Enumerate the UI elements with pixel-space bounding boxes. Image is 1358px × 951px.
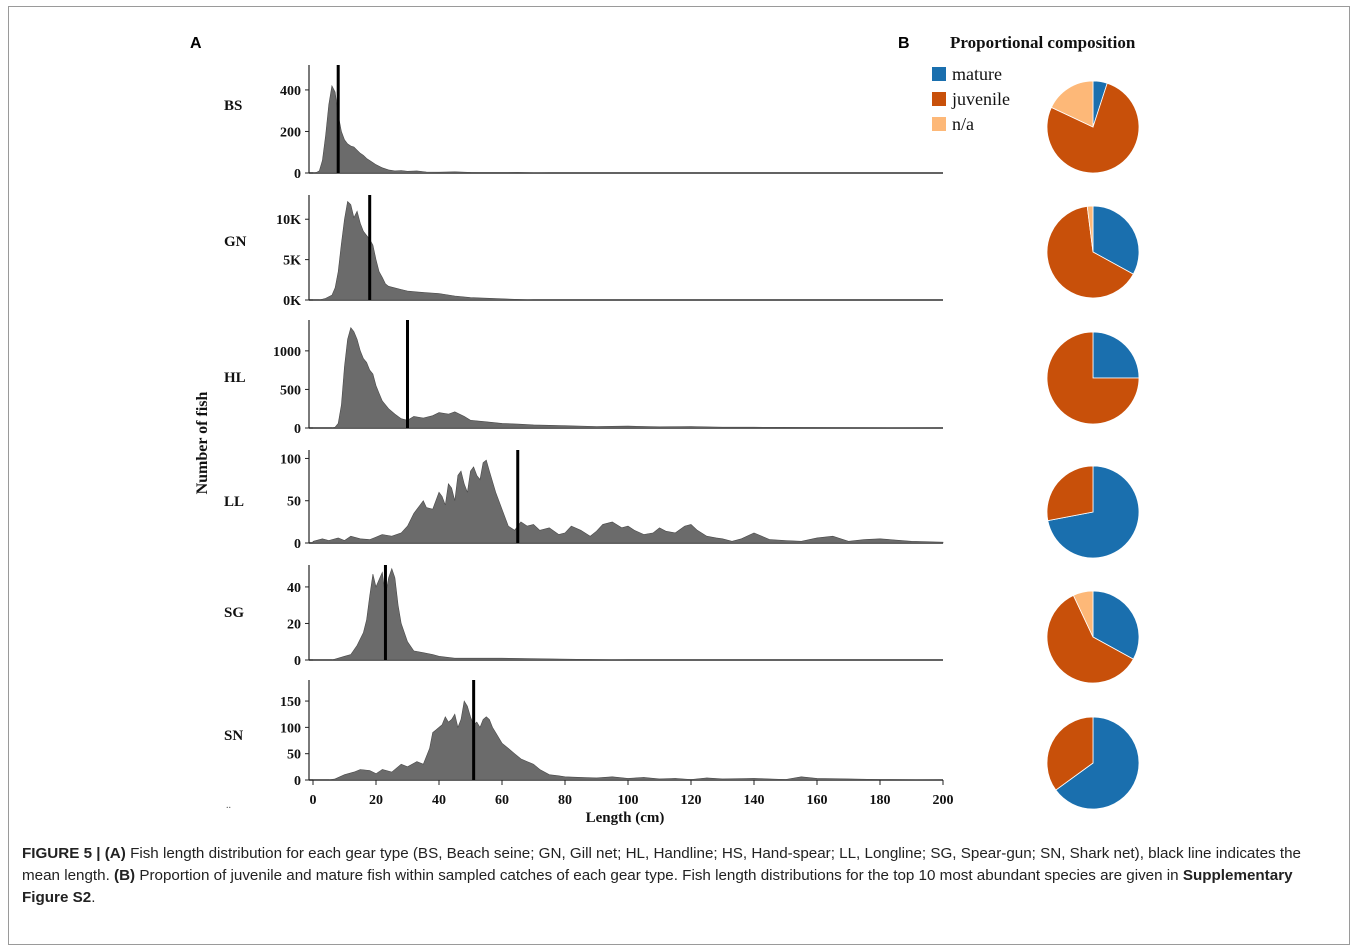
legend-label: mature <box>952 64 1002 84</box>
x-tick-label: 140 <box>744 793 765 808</box>
y-tick-label: 150 <box>280 695 301 710</box>
gear-label: GN <box>224 234 247 250</box>
pie-slice-juvenile <box>1046 82 1140 174</box>
pie-slice-juvenile <box>1046 205 1134 299</box>
y-tick-label: 0 <box>294 167 301 182</box>
length-distribution-area <box>313 327 944 429</box>
pie-slice-juvenile <box>1046 594 1134 684</box>
caption-end: . <box>91 889 96 906</box>
pie-slice-juvenile <box>1046 331 1140 425</box>
length-distribution-area <box>312 459 944 544</box>
y-tick-label: 500 <box>280 383 301 398</box>
gear-label: LL <box>224 494 244 510</box>
length-distribution-area <box>313 700 944 781</box>
length-distributions: BS4002000GN10K5K0KHL10005000LL100500SG40… <box>224 65 944 789</box>
legend-swatch <box>932 117 946 131</box>
pie-slice-na <box>1086 205 1094 253</box>
pie-slice-mature <box>1092 205 1140 275</box>
x-tick-label: 160 <box>807 793 828 808</box>
gear-label: BS <box>224 98 242 114</box>
y-tick-label: 400 <box>280 84 301 99</box>
caption-part-a: (A) <box>104 845 126 862</box>
pie-charts <box>1046 80 1140 810</box>
panel-gn: GN 10K 5K 0K <box>224 195 943 309</box>
x-tick-label: 0 <box>310 793 317 808</box>
x-axis: 0 20 40 60 80 100 120 140 160 180 200 <box>310 780 954 808</box>
x-tick-label: 60 <box>495 793 509 808</box>
x-tick-label: 80 <box>558 793 572 808</box>
pie-slice-mature <box>1055 716 1140 810</box>
legend-swatch <box>932 67 946 81</box>
pie-slice-na <box>1072 590 1094 638</box>
pie-gn <box>1046 205 1140 299</box>
y-axis-label: Number of fish <box>194 391 211 494</box>
y-tick-label: 10K <box>276 213 301 228</box>
panel-b-label: B <box>898 35 910 52</box>
x-tick-label: 100 <box>618 793 639 808</box>
caption-label: FIGURE 5 | <box>22 845 101 862</box>
y-tick-label: 50 <box>287 495 301 510</box>
panel-sg: SG 40 20 0 <box>224 565 943 669</box>
pie-bs <box>1046 80 1140 174</box>
panel-sn: SN 150 100 50 0 <box>224 680 944 789</box>
pie-sn <box>1046 716 1140 810</box>
y-tick-label: 0 <box>294 774 301 789</box>
pie-slice-na <box>1050 80 1094 128</box>
panel-ll: LL 100 50 0 <box>224 450 944 552</box>
y-tick-label: 100 <box>280 452 301 467</box>
figure-canvas: A B Proportional composition Number of f… <box>190 33 1140 826</box>
x-tick-label: 20 <box>369 793 383 808</box>
gear-label: SN <box>224 728 243 744</box>
length-distribution-area <box>312 84 943 174</box>
y-tick-label: 40 <box>287 581 301 596</box>
y-tick-label: 0 <box>294 654 301 669</box>
y-tick-label: 20 <box>287 617 301 632</box>
length-distribution-area <box>313 567 943 661</box>
caption-ref: Supplementary Figure S2 <box>22 867 1293 906</box>
y-tick-label: 0 <box>294 537 301 552</box>
pie-slice-mature <box>1092 331 1140 379</box>
legend-swatch <box>932 92 946 106</box>
panel-a-label: A <box>190 35 202 52</box>
y-tick-label: 50 <box>287 748 301 763</box>
caption-text-a: Fish length distribution for each gear t… <box>22 845 1301 884</box>
figure-caption: FIGURE 5 | (A) Fish length distribution … <box>22 843 1340 909</box>
legend-label: n/a <box>952 114 974 134</box>
y-tick-label: 5K <box>283 254 301 269</box>
pie-slice-juvenile <box>1046 716 1094 791</box>
panel-bs: BS 400 200 0 <box>224 65 943 182</box>
pie-ll <box>1046 465 1140 559</box>
pie-sg <box>1046 590 1140 684</box>
caption-text-b: Proportion of juvenile and mature fish w… <box>135 867 1183 884</box>
gear-label: HL <box>224 370 246 386</box>
length-distribution-area <box>313 200 943 301</box>
y-tick-label: 0K <box>283 294 301 309</box>
y-tick-label: 0 <box>294 422 301 437</box>
panel-hl: HL 1000 500 0 <box>224 320 944 437</box>
legend-label: juvenile <box>951 89 1010 109</box>
x-tick-label: 120 <box>681 793 702 808</box>
pie-title: Proportional composition <box>950 33 1136 52</box>
figure-frame <box>8 6 1350 945</box>
y-tick-label: 100 <box>280 721 301 736</box>
x-tick-label: 40 <box>432 793 446 808</box>
pie-hl <box>1046 331 1140 425</box>
caption-part-b: (B) <box>114 867 136 884</box>
y-tick-label: 1000 <box>273 345 301 360</box>
pie-slice-mature <box>1092 590 1140 660</box>
legend: mature juvenile n/a <box>932 64 1010 134</box>
x-tick-label: 180 <box>870 793 891 808</box>
y-tick-label: 200 <box>280 125 301 140</box>
gear-label: SG <box>224 605 244 621</box>
x-axis-label: Length (cm) <box>586 810 665 826</box>
stray-mark: .. <box>226 800 231 811</box>
x-tick-label: 200 <box>933 793 954 808</box>
pie-slice-juvenile <box>1046 465 1094 522</box>
